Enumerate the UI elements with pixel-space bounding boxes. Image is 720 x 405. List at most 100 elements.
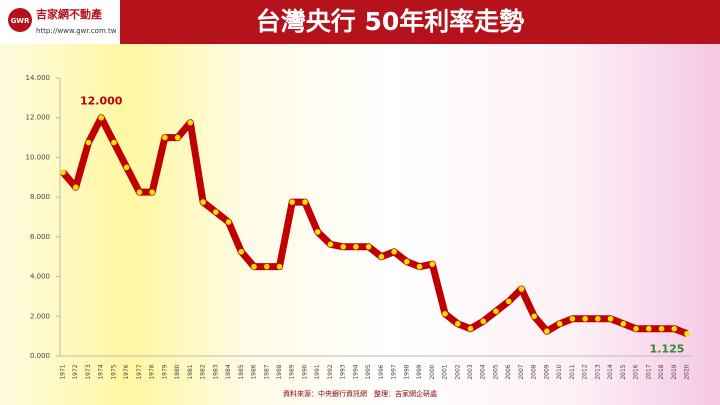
marker — [645, 325, 652, 332]
value-label: 1.125 — [650, 343, 685, 356]
marker — [658, 325, 665, 332]
x-tick-label: 1978 — [149, 364, 156, 379]
marker — [353, 243, 359, 250]
x-tick-label: 2011 — [569, 364, 576, 379]
x-tick-label: 2003 — [467, 364, 474, 379]
x-tick-label: 1985 — [238, 364, 245, 379]
marker — [480, 318, 487, 325]
brand: 吉家網不動產 — [36, 7, 102, 21]
marker — [493, 308, 499, 315]
marker — [404, 258, 410, 265]
x-tick-label: 2013 — [594, 364, 601, 379]
x-tick-label: 2020 — [684, 364, 691, 379]
marker — [149, 189, 155, 195]
marker — [238, 248, 245, 255]
x-tick-label: 1981 — [187, 364, 194, 379]
marker — [85, 139, 92, 146]
y-tick-label: 14.000 — [26, 74, 51, 82]
marker — [378, 253, 385, 260]
marker — [671, 325, 678, 332]
x-tick-label: 1979 — [161, 364, 168, 379]
x-tick-label: 1986 — [251, 364, 258, 379]
marker — [633, 325, 639, 332]
marker — [442, 311, 448, 317]
y-tick-label: 2.000 — [30, 312, 50, 320]
x-tick-label: 1990 — [301, 364, 308, 379]
marker — [365, 243, 372, 250]
y-tick-label: 0.000 — [30, 352, 50, 360]
x-tick-label: 1976 — [123, 364, 130, 379]
x-tick-label: 2001 — [442, 364, 449, 379]
x-tick-label: 1972 — [72, 364, 79, 379]
logo-text: GWR — [11, 17, 30, 25]
x-tick-label: 2008 — [531, 364, 538, 379]
x-tick-label: 1997 — [391, 364, 398, 379]
marker — [225, 219, 232, 225]
marker — [72, 184, 79, 191]
marker — [136, 189, 143, 195]
x-tick-label: 1992 — [327, 364, 334, 379]
x-tick-label: 2017 — [645, 364, 652, 379]
marker — [518, 286, 525, 292]
x-tick-label: 2019 — [671, 364, 678, 379]
x-tick-label: 1983 — [212, 364, 219, 379]
marker — [595, 315, 601, 322]
marker — [684, 330, 690, 337]
brand-url: http://www.gwr.com.tw — [36, 27, 117, 35]
x-tick-label: 2007 — [518, 364, 525, 379]
x-tick-label: 1971 — [60, 364, 67, 379]
marker — [531, 313, 537, 320]
value-label: 12.000 — [80, 95, 123, 108]
logo-icon — [8, 8, 32, 32]
x-tick-label: 1994 — [352, 364, 359, 379]
marker — [276, 263, 283, 270]
x-tick-label: 1993 — [340, 364, 347, 379]
x-tick-label: 1996 — [378, 364, 385, 379]
x-tick-label: 1987 — [263, 364, 270, 379]
marker — [505, 298, 512, 305]
x-tick-label: 2018 — [658, 364, 665, 379]
x-tick-label: 1988 — [276, 364, 283, 379]
marker — [251, 263, 257, 270]
marker — [582, 315, 588, 322]
marker — [544, 328, 550, 334]
marker — [340, 243, 346, 250]
chart-title: 台灣央行 50年利率走勢 — [256, 7, 525, 36]
marker — [98, 114, 105, 121]
marker — [123, 164, 130, 171]
marker — [302, 199, 308, 205]
marker — [263, 263, 270, 270]
marker — [467, 325, 474, 332]
marker — [174, 134, 181, 141]
marker — [556, 320, 563, 327]
marker — [162, 134, 168, 141]
marker — [620, 320, 627, 327]
y-tick-label: 12.000 — [26, 114, 51, 122]
x-tick-label: 2010 — [556, 364, 563, 379]
x-tick-label: 1984 — [225, 364, 232, 379]
x-tick-label: 1980 — [174, 364, 181, 379]
marker — [569, 315, 576, 322]
y-tick-label: 10.000 — [26, 153, 51, 161]
x-tick-label: 2005 — [492, 364, 499, 379]
y-tick-label: 4.000 — [30, 273, 50, 281]
marker — [111, 139, 117, 146]
marker — [60, 169, 66, 176]
marker — [314, 229, 321, 235]
x-tick-label: 2002 — [454, 364, 461, 379]
x-tick-label: 2016 — [633, 364, 640, 379]
x-tick-label: 1975 — [110, 364, 117, 379]
x-tick-label: 2004 — [480, 364, 487, 379]
marker — [416, 263, 423, 270]
x-tick-label: 2012 — [582, 364, 589, 379]
x-tick-label: 1999 — [416, 364, 423, 379]
marker — [327, 241, 334, 248]
x-tick-label: 2006 — [505, 364, 512, 379]
x-tick-label: 1973 — [85, 364, 92, 379]
y-tick-label: 6.000 — [30, 233, 50, 241]
marker — [289, 199, 296, 205]
x-tick-label: 1977 — [136, 364, 143, 379]
x-tick-label: 1998 — [403, 364, 410, 379]
